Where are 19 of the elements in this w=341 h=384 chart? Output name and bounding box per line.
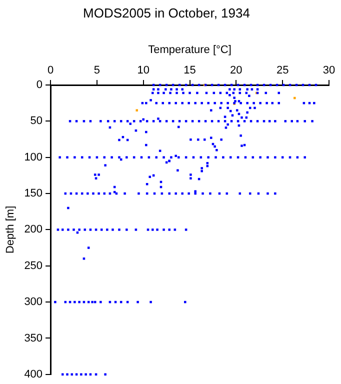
x-tick-label: 0 — [47, 64, 54, 76]
y-tick-label: 100 — [24, 151, 43, 164]
x-tick-label: 5 — [94, 64, 100, 76]
y-tick-label: 50 — [30, 115, 43, 128]
x-tick-label: 15 — [184, 64, 196, 76]
chart-title: MODS2005 in October, 1934 — [83, 5, 250, 20]
x-tick-label: 20 — [230, 64, 242, 76]
x-axis-title: Temperature [°C] — [148, 44, 232, 56]
x-tick-label: 30 — [322, 64, 336, 76]
y-tick-label: 250 — [24, 260, 43, 272]
y-tick-label: 350 — [24, 332, 43, 344]
x-tick-label: 10 — [137, 64, 150, 76]
y-tick-label: 300 — [24, 296, 43, 308]
y-axis-title: Depth [m] — [4, 206, 17, 254]
x-tick-label: 25 — [276, 64, 289, 76]
y-tick-label: 400 — [24, 368, 43, 380]
y-tick-label: 150 — [24, 188, 43, 200]
y-tick-label: 0 — [36, 79, 43, 92]
y-tick-label: 200 — [24, 224, 43, 236]
